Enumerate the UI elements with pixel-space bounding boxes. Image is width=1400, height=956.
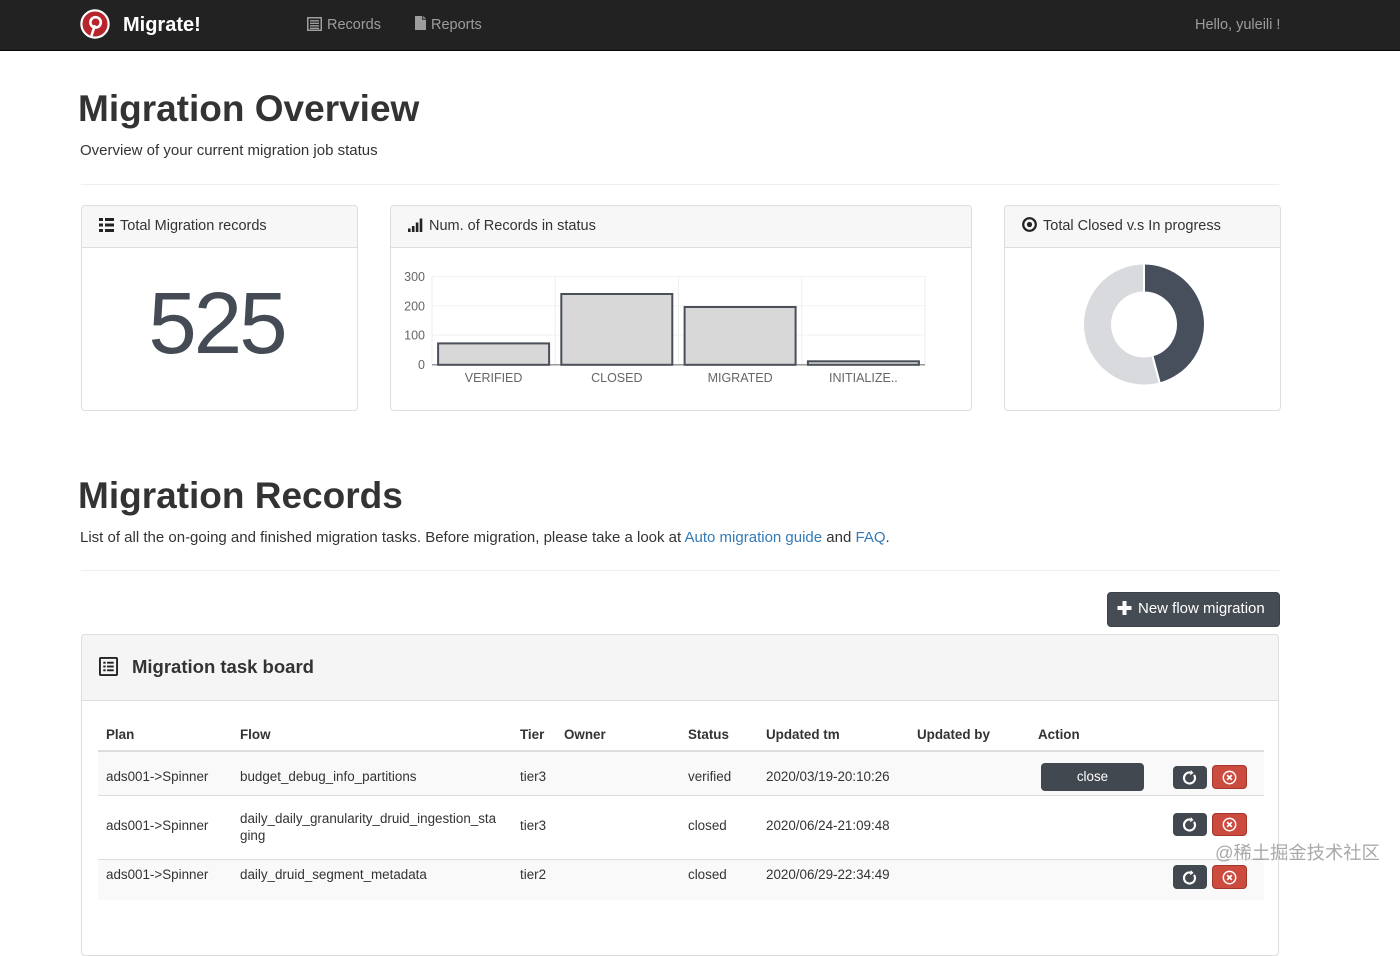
- svg-text:VERIFIED: VERIFIED: [465, 371, 523, 385]
- svg-text:100: 100: [404, 329, 425, 343]
- svg-text:MIGRATED: MIGRATED: [708, 371, 773, 385]
- svg-text:200: 200: [404, 299, 425, 313]
- svg-text:INITIALIZE..: INITIALIZE..: [829, 371, 898, 385]
- svg-text:300: 300: [404, 270, 425, 284]
- svg-text:CLOSED: CLOSED: [591, 371, 642, 385]
- svg-text:0: 0: [418, 358, 425, 372]
